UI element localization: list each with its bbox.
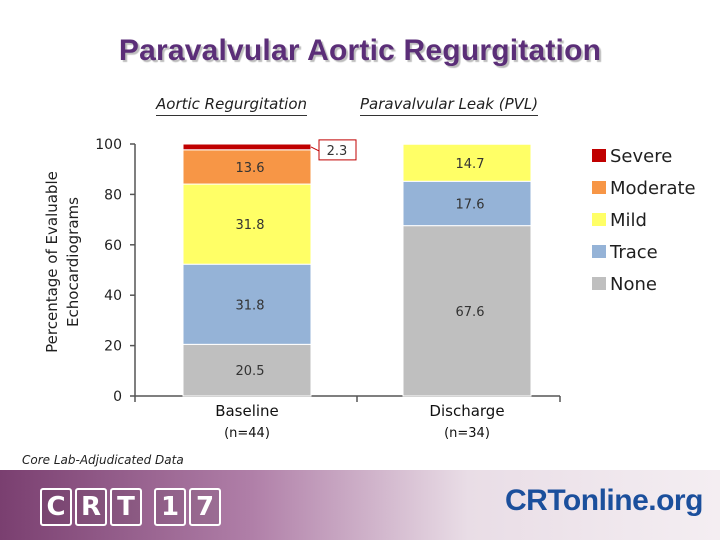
y-tick-label: 80: [104, 187, 122, 203]
callout-line: [310, 146, 320, 152]
data-label: 31.8: [236, 218, 265, 233]
crt-logo-letter: R: [75, 488, 107, 526]
footer-banner: C R T 1 7 CRTonline.org: [0, 470, 720, 540]
legend-label: Trace: [609, 242, 658, 263]
x-category-sublabel: (n=44): [224, 426, 270, 441]
x-category-label: Baseline: [215, 402, 279, 420]
data-label: 14.7: [456, 157, 485, 172]
crt-logo-letter: T: [110, 488, 142, 526]
data-label: 20.5: [236, 364, 265, 379]
bar-segment-none: [402, 225, 532, 397]
legend-label: None: [610, 274, 657, 295]
bar-segment-trace: [402, 180, 532, 227]
crt-logo-digit: 7: [189, 488, 221, 526]
source-note: Core Lab-Adjudicated Data: [22, 453, 184, 467]
data-label: 2.3: [327, 144, 348, 159]
crt-logo-digit: 1: [154, 488, 186, 526]
data-label: 17.6: [456, 197, 485, 212]
y-tick-label: 20: [104, 339, 122, 355]
legend-swatch-trace: [592, 245, 606, 258]
data-label: 13.6: [236, 161, 265, 176]
legend-label: Moderate: [610, 178, 696, 199]
legend-label: Severe: [610, 146, 672, 167]
page-title: Paravalvular Aortic Regurgitation: [118, 34, 602, 67]
y-tick-label: 0: [113, 389, 122, 405]
bar-segment-severe: [182, 143, 312, 151]
x-category-sublabel: (n=34): [444, 426, 490, 441]
y-tick-label: 40: [104, 288, 122, 304]
x-category-label: Discharge: [429, 402, 504, 420]
crt17-logo: C R T 1 7: [40, 488, 221, 526]
y-tick-label: 60: [104, 238, 122, 254]
stacked-bar-chart: 0 20 40 60 80 100 20.5 31.8 31.8 13.6 2.3 Baseline (…: [95, 137, 696, 441]
legend-swatch-moderate: [592, 181, 606, 194]
data-label: 67.6: [456, 305, 485, 320]
legend-swatch-none: [592, 277, 606, 290]
subhead-aortic-regurgitation: Aortic Regurgitation: [156, 95, 308, 116]
legend-swatch-severe: [592, 149, 606, 162]
legend-label: Mild: [610, 210, 647, 231]
crtonline-logo: CRTonline.org: [505, 484, 703, 517]
bar-segment-mild: [402, 143, 532, 182]
legend-swatch-mild: [592, 213, 606, 226]
crt-logo-letter: C: [40, 488, 72, 526]
subhead-paravalvular-leak: Paravalvular Leak (PVL): [360, 95, 539, 116]
bar-segment-moderate: [182, 149, 312, 185]
callout-box: [318, 139, 357, 161]
y-tick-label: 100: [95, 137, 122, 153]
data-label: 31.8: [236, 298, 265, 313]
